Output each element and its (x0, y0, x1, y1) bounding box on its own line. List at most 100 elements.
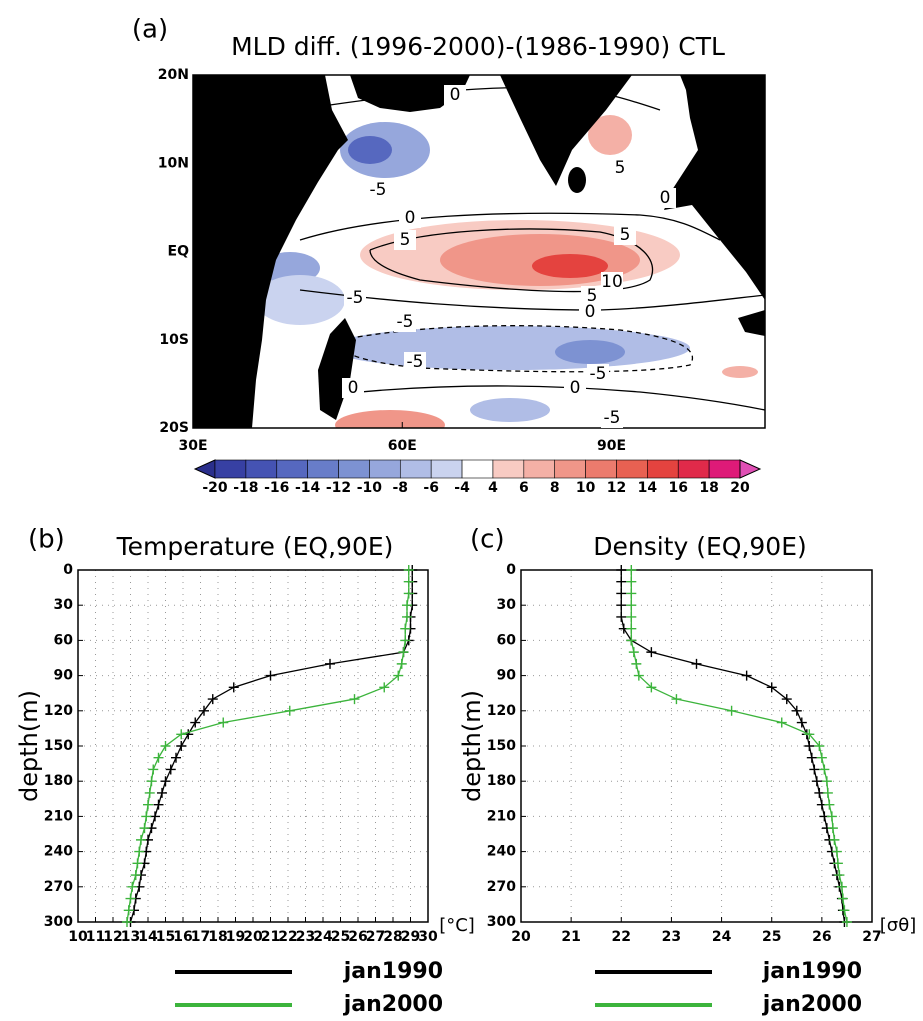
colorbar-label: -6 (423, 480, 439, 496)
contour-label: 0 (660, 188, 671, 208)
marker (349, 694, 360, 705)
legend-label: jan1990 (343, 959, 443, 984)
shading (255, 115, 758, 428)
colorbar-label: 16 (668, 480, 687, 496)
chart-title: MLD diff. (1996-2000)-(1986-1990) CTL (231, 32, 725, 61)
marker (776, 717, 787, 728)
contour-line (338, 325, 694, 373)
y-tick-label: 180 (487, 773, 516, 789)
x-tick-label: 11 (86, 929, 105, 945)
land (738, 310, 765, 336)
contour-label-bg (344, 288, 366, 308)
marker (827, 823, 838, 834)
land (193, 75, 765, 428)
contour-label-bg (404, 352, 426, 372)
x-tick-label: 22 (612, 929, 631, 945)
colorbar-label: 8 (550, 480, 560, 496)
x-tick-label: 60E (388, 438, 417, 454)
contour-label: -5 (604, 408, 621, 428)
x-tick-label: 90E (597, 438, 626, 454)
marker (626, 588, 637, 599)
colorbar-swatch (276, 459, 308, 479)
x-tick-label: 19 (226, 929, 245, 945)
y-tick-label: 0 (506, 562, 516, 578)
y-tick-label: 90 (497, 668, 517, 684)
x-tick-label: 13 (121, 929, 140, 945)
marker (626, 576, 637, 587)
marker (796, 717, 807, 728)
marker (628, 647, 639, 658)
marker (153, 752, 164, 763)
marker (839, 905, 850, 916)
marker (804, 729, 815, 740)
x-tick-label: 24 (712, 929, 732, 945)
colorbar-label: 18 (699, 480, 718, 496)
marker (153, 799, 164, 810)
y-tick-label: 210 (44, 808, 73, 824)
colorbar-swatch (647, 459, 679, 479)
y-tick-label: EQ (168, 244, 190, 260)
marker (831, 846, 842, 857)
contour-label-bg (614, 225, 636, 245)
marker (691, 658, 702, 669)
x-tick-label: 30E (178, 438, 207, 454)
marker (402, 600, 412, 611)
marker (165, 764, 176, 775)
y-tick-label: 0 (63, 562, 73, 578)
colorbar-label: -4 (454, 480, 470, 496)
cool-area (470, 398, 550, 422)
marker (123, 905, 134, 916)
colorbar-swatch (492, 459, 525, 479)
chart-title: Density (EQ,90E) (593, 532, 807, 561)
marker (626, 623, 637, 634)
contour-label-bg (601, 408, 623, 428)
marker (626, 635, 637, 646)
y-tick-label: 120 (487, 703, 516, 719)
x-tick-label: 25 (762, 929, 781, 945)
contour-label: 0 (405, 208, 416, 228)
contour-label: -5 (370, 180, 387, 200)
x-tick-label: 24 (313, 929, 333, 945)
warm-area (722, 366, 758, 378)
colorbar-label: 6 (519, 480, 529, 496)
colorbar-swatch (461, 459, 494, 479)
contour-line (329, 385, 765, 411)
colorbar-label: 14 (638, 480, 658, 496)
marker (616, 588, 627, 599)
colorbar-swatch (307, 459, 339, 479)
colorbar-label: -8 (393, 480, 409, 496)
contour-label-bg (367, 180, 389, 200)
marker (141, 811, 152, 822)
marker (626, 611, 637, 622)
marker (284, 705, 295, 716)
marker (616, 565, 627, 575)
x-tick-label: 23 (296, 929, 315, 945)
marker (837, 893, 848, 904)
colorbar-swatch (430, 459, 463, 479)
marker (400, 635, 411, 646)
y-tick-label: 180 (44, 773, 73, 789)
marker (809, 764, 820, 775)
marker (816, 752, 827, 763)
marker (631, 658, 642, 669)
marker (403, 565, 414, 575)
y-axis-label: depth(m) (15, 690, 43, 802)
marker (626, 565, 637, 575)
marker (176, 729, 187, 740)
marker (616, 600, 627, 611)
marker (814, 741, 825, 751)
contour-label: -5 (590, 364, 607, 384)
panel-label: (b) (28, 525, 65, 555)
colorbar-swatch (708, 459, 741, 479)
contour-label-bg (654, 188, 676, 208)
marker (834, 870, 845, 881)
marker (400, 623, 411, 634)
marker (136, 834, 146, 845)
x-tick-label: 20 (243, 929, 263, 945)
contour-label-bg (609, 158, 631, 178)
marker (824, 799, 835, 810)
contour-label: -5 (347, 288, 364, 308)
marker (781, 694, 792, 705)
y-tick-label: 10S (159, 332, 189, 348)
colorbar-label: 20 (730, 480, 750, 496)
